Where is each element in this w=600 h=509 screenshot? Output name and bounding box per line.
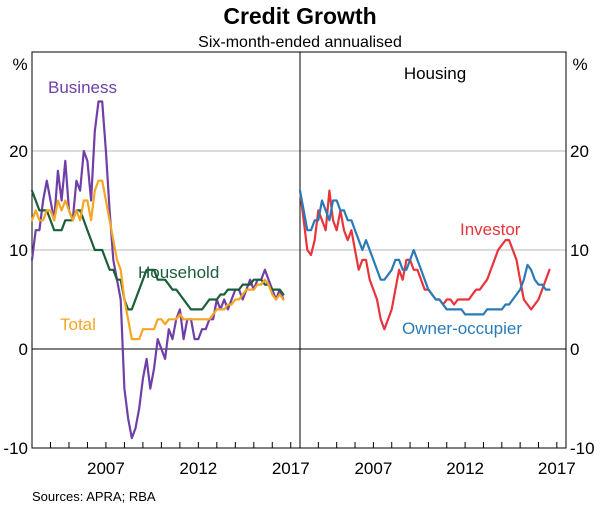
x-tick-label: 2012 [446, 459, 484, 478]
chart-subtitle: Six-month-ended annualised [198, 34, 402, 51]
series-labels: Business Household Total Investor Owner-occu… [48, 78, 522, 338]
axis-ticks: -10 -10 0 0 10 10 20 20 2007 2012 2017 2007 2012 2017 [3, 142, 594, 478]
label-business: Business [48, 78, 117, 97]
label-total: Total [60, 315, 96, 334]
series-line-investor [298, 189, 551, 331]
right-y-tick: 20 [570, 142, 589, 161]
left-y-unit: % [12, 55, 27, 74]
right-y-unit: % [572, 55, 587, 74]
x-tick-label: 2007 [354, 459, 392, 478]
plot-frame [31, 51, 567, 449]
left-panel-series [30, 100, 285, 440]
x-tick-label: 2012 [179, 459, 217, 478]
left-y-tick: 10 [9, 241, 28, 260]
right-y-tick: 10 [570, 241, 589, 260]
right-y-tick: -10 [570, 439, 595, 458]
series-line-owner-occupier [298, 189, 551, 316]
gridlines [32, 150, 566, 350]
left-y-tick: -10 [3, 439, 28, 458]
right-y-tick: 0 [570, 340, 579, 359]
source-note: Sources: APRA; RBA [32, 489, 156, 504]
x-tick-label: 2017 [538, 459, 576, 478]
chart-title: Credit Growth [223, 3, 376, 29]
x-tick-label: 2017 [272, 459, 310, 478]
left-y-tick: 20 [9, 142, 28, 161]
label-owner-occupier: Owner-occupier [402, 319, 522, 338]
left-y-tick: 0 [19, 340, 28, 359]
series-line-total [30, 179, 285, 341]
right-panel-series [298, 189, 551, 331]
x-tick-label: 2007 [87, 459, 125, 478]
label-investor: Investor [460, 220, 521, 239]
label-household: Household [138, 263, 219, 282]
housing-panel-title: Housing [404, 64, 466, 83]
